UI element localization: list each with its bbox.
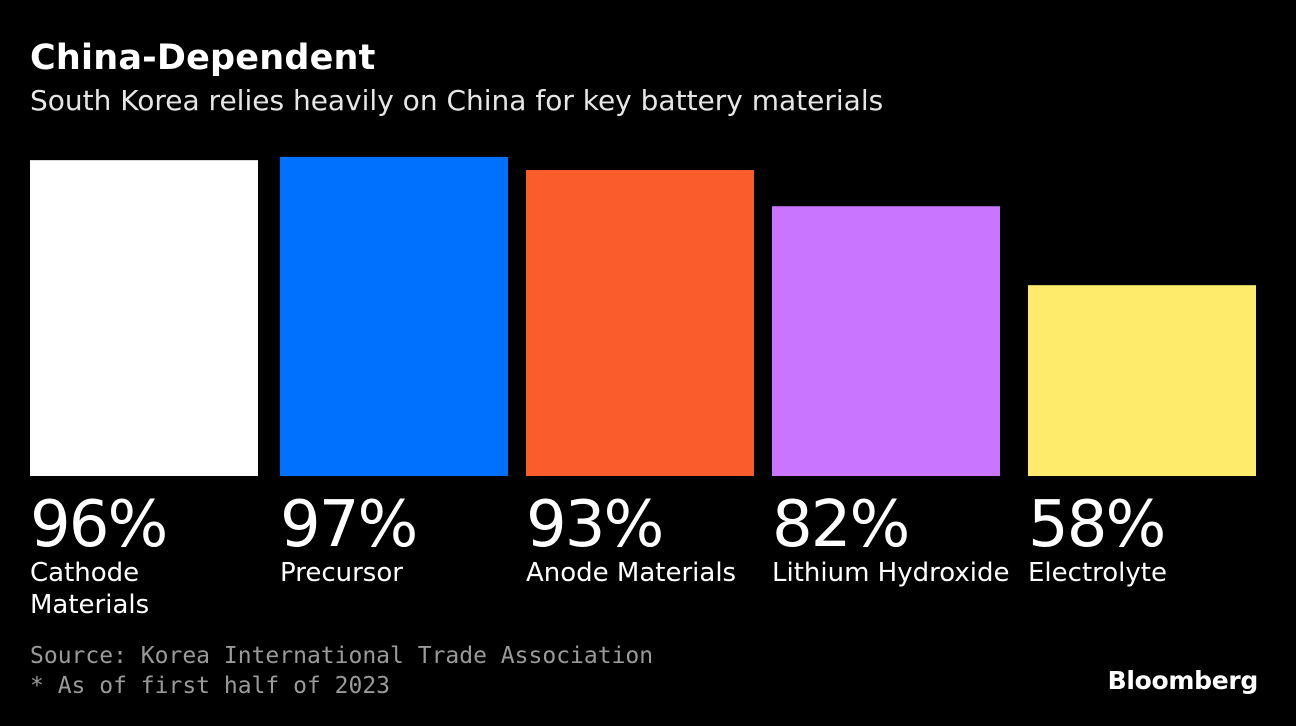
bar-category-label: Electrolyte xyxy=(1028,557,1268,589)
bar-label-group: 97% Precursor xyxy=(280,493,520,589)
bar-category-label: Cathode Materials xyxy=(30,557,270,621)
bar-precursor xyxy=(280,157,508,476)
bar-label-group: 96% Cathode Materials xyxy=(30,493,270,621)
bar-category-label: Lithium Hydroxide xyxy=(772,557,1012,589)
bar-category-line: Anode Materials xyxy=(526,557,766,589)
bar-electrolyte xyxy=(1028,285,1256,476)
bloomberg-logo: Bloomberg xyxy=(1108,666,1258,695)
bar-label-group: 58% Electrolyte xyxy=(1028,493,1268,589)
bar-category-label: Precursor xyxy=(280,557,520,589)
bar-label-group: 82% Lithium Hydroxide xyxy=(772,493,1012,589)
bar-category-line: Lithium Hydroxide xyxy=(772,557,1012,589)
bar-lithium-hydroxide xyxy=(772,206,1000,476)
bar-category-line: Precursor xyxy=(280,557,520,589)
bar-category-line: Electrolyte xyxy=(1028,557,1268,589)
bar-value-label: 93% xyxy=(526,493,766,557)
bar-value-label: 96% xyxy=(30,493,270,557)
bar-value-label: 97% xyxy=(280,493,520,557)
bar-value-label: 82% xyxy=(772,493,1012,557)
bar-anode-materials xyxy=(526,170,754,476)
bar-category-label: Anode Materials xyxy=(526,557,766,589)
bar-cathode-materials xyxy=(30,160,258,476)
footnote-text: * As of first half of 2023 xyxy=(30,671,653,701)
source-text: Source: Korea International Trade Associ… xyxy=(30,641,653,671)
source-note: Source: Korea International Trade Associ… xyxy=(30,641,653,701)
bar-value-label: 58% xyxy=(1028,493,1268,557)
bar-label-group: 93% Anode Materials xyxy=(526,493,766,589)
bar-category-line: Materials xyxy=(30,589,270,621)
